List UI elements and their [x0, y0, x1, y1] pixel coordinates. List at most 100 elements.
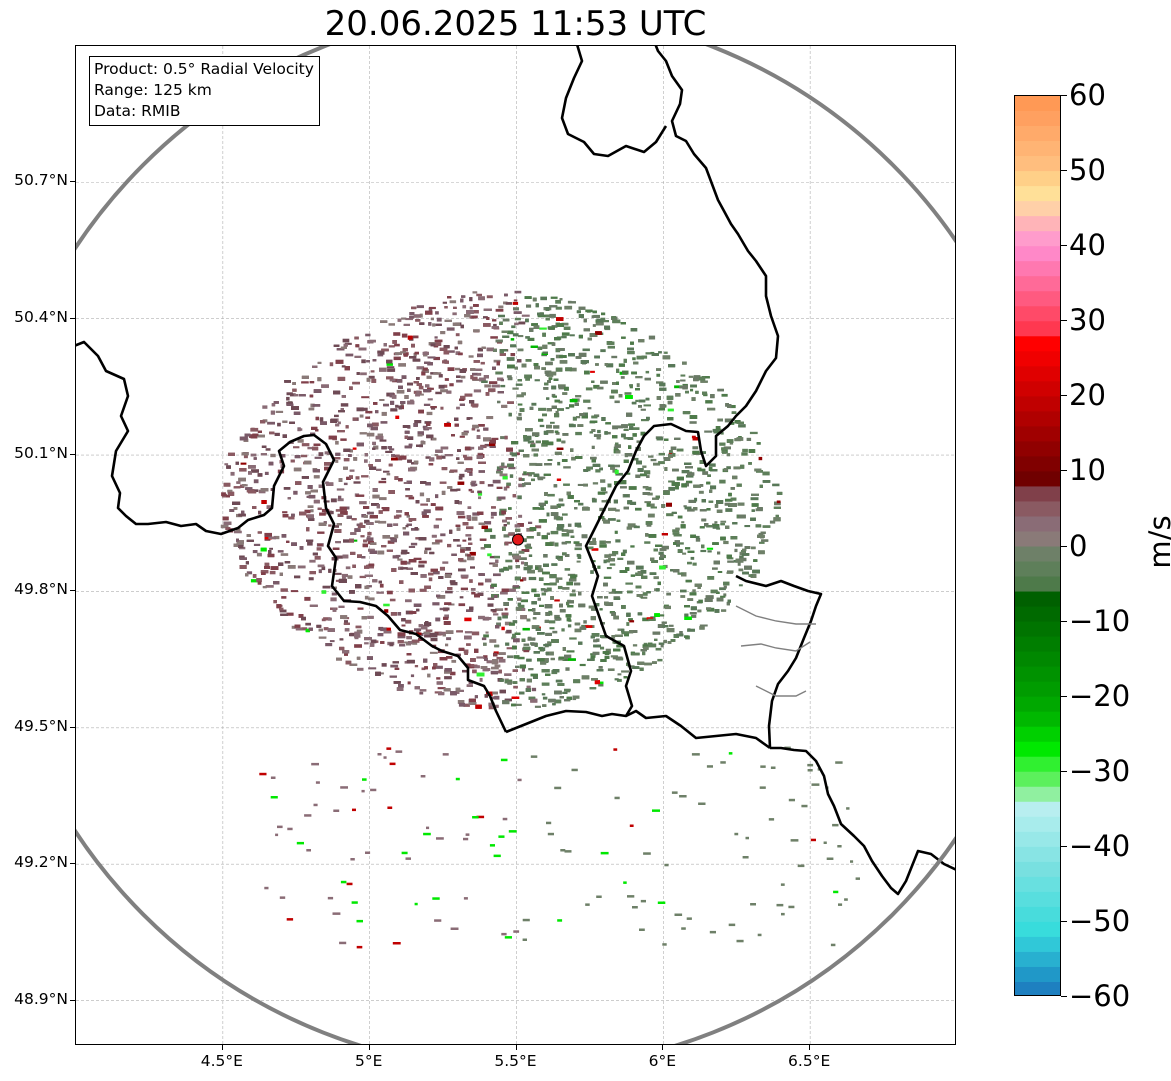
- velocity-echo-cell: [630, 545, 635, 548]
- velocity-echo-cell: [434, 631, 442, 636]
- velocity-echo-cell: [458, 702, 465, 707]
- velocity-echo-cell: [349, 633, 357, 637]
- velocity-echo-cell: [427, 398, 433, 401]
- velocity-echo-cell: [410, 674, 415, 678]
- velocity-echo-cell: [672, 529, 680, 533]
- velocity-echo-cell: [663, 639, 667, 644]
- velocity-echo-cell: [531, 478, 535, 482]
- velocity-echo-cell: [697, 586, 701, 589]
- velocity-echo-cell: [605, 602, 614, 606]
- velocity-echo-cell: [691, 397, 696, 401]
- velocity-echo-cell: [511, 325, 516, 329]
- velocity-echo-cell: [318, 452, 324, 457]
- velocity-echo-cell: [513, 299, 518, 302]
- velocity-echo-cell: [329, 640, 335, 643]
- velocity-echo-cell: [325, 643, 333, 647]
- velocity-echo-cell: [383, 470, 390, 473]
- velocity-echo-cell: [506, 375, 512, 378]
- velocity-echo-cell: [458, 568, 466, 572]
- velocity-echo-cell: [512, 301, 519, 305]
- velocity-echo-cell: [617, 557, 624, 560]
- velocity-echo-cell: [449, 300, 457, 304]
- velocity-echo-cell: [386, 473, 391, 476]
- velocity-echo-cell: [491, 660, 498, 665]
- velocity-echo-cell: [555, 299, 561, 304]
- velocity-echo-cell: [527, 440, 534, 444]
- velocity-echo-cell: [681, 470, 690, 474]
- velocity-echo-cell: [518, 412, 522, 416]
- velocity-echo-cell: [715, 430, 719, 434]
- velocity-echo-cell: [550, 505, 558, 509]
- velocity-echo-cell: [623, 459, 629, 463]
- velocity-echo-cell: [456, 488, 461, 491]
- velocity-echo-cell: [523, 438, 530, 442]
- velocity-echo-cell: [470, 588, 476, 591]
- velocity-echo-cell: [599, 507, 606, 512]
- velocity-echo-cell: [730, 536, 738, 540]
- velocity-echo-cell: [414, 420, 422, 424]
- velocity-echo-cell: [520, 599, 528, 603]
- velocity-echo-cell: [515, 452, 520, 456]
- velocity-echo-cell: [736, 483, 742, 487]
- velocity-echo-cell: [459, 596, 464, 599]
- velocity-echo-cell: [267, 421, 275, 425]
- velocity-echo-cell: [514, 317, 521, 321]
- velocity-echo-cell: [446, 637, 452, 641]
- velocity-echo-cell: [565, 667, 570, 671]
- velocity-echo-cell: [479, 677, 483, 682]
- velocity-echo-cell: [477, 353, 483, 358]
- velocity-echo-cell: [414, 665, 419, 668]
- velocity-echo-cell: [561, 628, 565, 632]
- velocity-echo-cell: [755, 508, 763, 512]
- velocity-echo-cell: [499, 465, 508, 469]
- velocity-echo-cell: [334, 572, 342, 575]
- velocity-echo-cell: [405, 619, 412, 624]
- velocity-echo-cell: [423, 403, 431, 406]
- velocity-echo-cell: [301, 443, 310, 447]
- velocity-echo-cell: [656, 373, 661, 377]
- velocity-echo-layer: [220, 290, 860, 949]
- velocity-echo-cell: [451, 659, 457, 663]
- velocity-echo-cell: [444, 306, 448, 309]
- velocity-echo-cell: [514, 290, 522, 294]
- velocity-echo-cell: [444, 319, 452, 322]
- velocity-echo-cell: [660, 644, 664, 648]
- velocity-echo-cell: [440, 331, 446, 335]
- velocity-echo-cell: [542, 696, 548, 700]
- velocity-echo-cell: [343, 539, 350, 543]
- velocity-echo-cell: [658, 351, 662, 354]
- velocity-echo-cell: [655, 647, 662, 651]
- velocity-echo-cell: [614, 678, 619, 681]
- velocity-echo-cell: [510, 353, 516, 357]
- velocity-echo-cell: [448, 603, 455, 606]
- velocity-echo-cell: [337, 421, 341, 425]
- velocity-echo-cell: [494, 555, 500, 559]
- velocity-echo-cell: [526, 304, 532, 308]
- velocity-echo-cell: [597, 429, 601, 434]
- velocity-echo-cell: [386, 590, 393, 595]
- velocity-echo-cell: [446, 327, 455, 331]
- velocity-echo-cell: [342, 338, 350, 343]
- velocity-echo-cell: [426, 375, 432, 379]
- velocity-echo-cell: [386, 366, 395, 369]
- velocity-echo-cell: [496, 656, 504, 660]
- velocity-echo-cell: [640, 596, 648, 599]
- velocity-echo-cell: [321, 508, 330, 513]
- velocity-echo-cell: [291, 625, 296, 629]
- velocity-echo-cell: [426, 411, 433, 416]
- velocity-echo-cell: [477, 372, 482, 376]
- velocity-echo-cell: [356, 407, 364, 412]
- velocity-echo-cell: [628, 486, 637, 490]
- velocity-echo-cell: [401, 317, 407, 320]
- velocity-echo-cell: [396, 389, 405, 394]
- velocity-echo-cell: [287, 565, 296, 569]
- velocity-echo-cell: [554, 599, 560, 602]
- velocity-echo-cell: [626, 472, 631, 475]
- velocity-echo-cell: [506, 357, 515, 361]
- radar-map[interactable]: [75, 45, 956, 1045]
- velocity-echo-cell: [270, 453, 276, 458]
- velocity-echo-cell: [504, 621, 512, 626]
- velocity-echo-cell: [687, 598, 694, 601]
- velocity-echo-cell: [383, 603, 390, 607]
- velocity-echo-cell: [481, 637, 487, 641]
